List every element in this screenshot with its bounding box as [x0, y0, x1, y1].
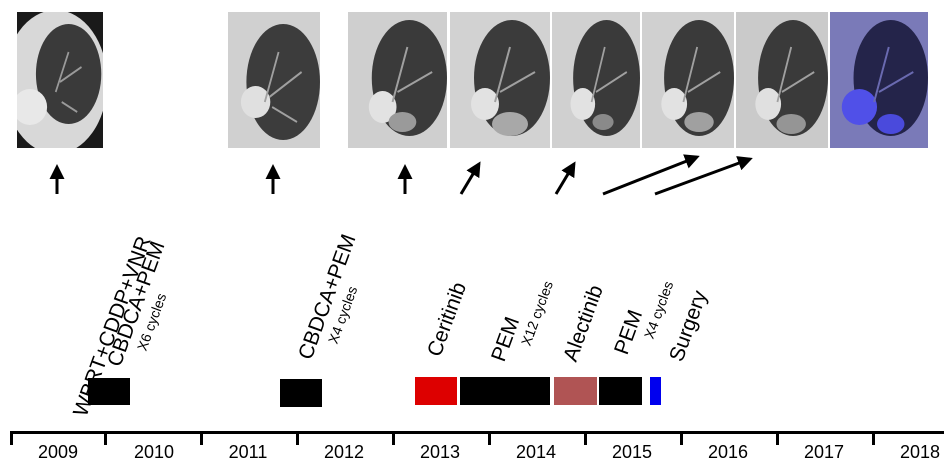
- axis-tick: [680, 431, 683, 445]
- year-label: 2017: [803, 442, 845, 462]
- axis-tick: [200, 431, 203, 445]
- ct-scan-4: [450, 12, 550, 148]
- ct-scan-6: [642, 12, 734, 148]
- ct-scan-5: [552, 12, 640, 148]
- axis-tick: [104, 431, 107, 445]
- ct-scan-2: [228, 12, 320, 148]
- bar-pem-x12: [460, 377, 550, 405]
- year-label: 2014: [515, 442, 557, 462]
- axis-tick: [872, 431, 875, 445]
- arrow-4: [459, 161, 481, 195]
- arrow-6: [602, 154, 700, 196]
- bar-cbdca-pem-x4: [280, 379, 322, 407]
- year-label: 2012: [323, 442, 365, 462]
- ct-scan-8-pet: [830, 12, 928, 148]
- year-label: 2015: [611, 442, 653, 462]
- axis-tick: [392, 431, 395, 445]
- timeline-axis: [10, 431, 944, 434]
- bar-surgery: [650, 377, 661, 405]
- year-label: 2018: [899, 442, 941, 462]
- year-label: 2011: [228, 442, 268, 462]
- ct-scan-1: [17, 12, 103, 148]
- year-label: 2010: [133, 442, 175, 462]
- bar-ceritinib: [415, 377, 457, 405]
- axis-tick: [296, 431, 299, 445]
- ct-scan-7: [736, 12, 828, 148]
- axis-tick: [584, 431, 587, 445]
- bar-pem-x4: [599, 377, 642, 405]
- arrow-7: [654, 156, 753, 196]
- year-label: 2013: [419, 442, 461, 462]
- axis-tick: [488, 431, 491, 445]
- axis-tick: [776, 431, 779, 445]
- bar-alectinib: [554, 377, 597, 405]
- ct-scan-3: [348, 12, 447, 148]
- bar-cbdca-pem-x6: [88, 378, 130, 405]
- year-label: 2016: [707, 442, 749, 462]
- arrow-5: [554, 161, 576, 195]
- year-label: 2009: [37, 442, 79, 462]
- axis-tick: [10, 431, 13, 445]
